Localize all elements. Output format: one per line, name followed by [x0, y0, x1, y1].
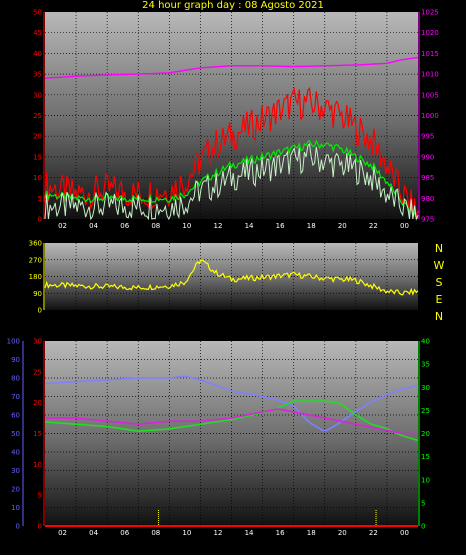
- chart1-right-tick-label: 995: [421, 133, 434, 141]
- chart1-x-tick-label: 06: [120, 222, 129, 230]
- compass-s: S: [435, 276, 443, 289]
- chart1-left-tick-label: 35: [33, 71, 42, 79]
- chart1-x-tick-label: 00: [400, 222, 409, 230]
- temperature-series-line: [44, 400, 419, 442]
- chart1-right-tick-label: 980: [421, 195, 434, 203]
- chart3-right-tick-label: 15: [421, 453, 430, 461]
- chart3-outer-left-tick-label: 90: [11, 356, 20, 364]
- compass-w: W: [433, 259, 445, 272]
- chart3-x-tick-label: 00: [400, 529, 409, 537]
- wind-speed-series-line: [44, 142, 419, 221]
- chart1-right-tick-label: 1010: [421, 71, 439, 79]
- chart2-left-tick-label: 0: [38, 307, 42, 315]
- wind-direction-series-line: [44, 259, 419, 296]
- dewpoint-series-line: [45, 408, 418, 435]
- chart1-left-tick-label: 40: [33, 50, 42, 58]
- chart3-x-tick-label: 18: [307, 529, 316, 537]
- chart1-left-tick-label: 30: [33, 91, 42, 99]
- chart3-inner-left-tick-label: 0: [38, 523, 42, 531]
- chart3-inner-left-tick-label: 25: [33, 368, 42, 376]
- chart1-right-tick-label: 985: [421, 174, 434, 182]
- chart2-left-tick-label: 360: [29, 240, 42, 248]
- chart3-x-tick-label: 16: [276, 529, 285, 537]
- chart1-right-tick-label: 1005: [421, 91, 439, 99]
- chart1-x-tick-label: 20: [338, 222, 347, 230]
- chart1-left-tick-label: 15: [33, 153, 42, 161]
- chart3-inner-left-tick-label: 20: [33, 399, 42, 407]
- chart1-right-tick-label: 1020: [421, 29, 439, 37]
- average-wind-series-line: [44, 139, 419, 219]
- chart1-left-tick-label: 20: [33, 133, 42, 141]
- chart1-right-tick-label: 1000: [421, 112, 439, 120]
- chart3-outer-left-tick-label: 50: [11, 430, 20, 438]
- chart1-right-tick-label: 1025: [421, 9, 439, 17]
- chart3-outer-left-tick-label: 30: [11, 467, 20, 475]
- chart3-x-tick-label: 04: [89, 529, 98, 537]
- chart1-left-tick-label: 0: [38, 216, 42, 224]
- chart1-x-tick-label: 16: [276, 222, 285, 230]
- chart1-left-tick-label: 5: [38, 195, 42, 203]
- chart3-outer-left-tick-label: 100: [7, 338, 20, 346]
- chart3-outer-left-tick-label: 10: [11, 504, 20, 512]
- chart3-x-tick-label: 20: [338, 529, 347, 537]
- chart1-x-tick-label: 08: [151, 222, 160, 230]
- chart1-left-tick-label: 45: [33, 29, 42, 37]
- chart3-inner-left-tick-label: 5: [38, 492, 42, 500]
- chart1-right-tick-label: 1015: [421, 50, 439, 58]
- chart3-x-tick-label: 08: [151, 529, 160, 537]
- gust-series-line: [44, 86, 419, 220]
- chart1-left-tick-label: 10: [33, 174, 42, 182]
- chart2-left-tick-label: 90: [33, 290, 42, 298]
- chart2-left-tick-label: 270: [29, 256, 42, 264]
- humidity-series-line: [44, 375, 419, 432]
- compass-n-bottom: N: [434, 310, 444, 323]
- compass-n-top: N: [434, 242, 444, 255]
- chart3-inner-left-tick-label: 10: [33, 461, 42, 469]
- chart3-outer-left-tick-label: 70: [11, 393, 20, 401]
- chart3-x-tick-label: 02: [58, 529, 67, 537]
- chart1-left-tick-label: 50: [33, 9, 42, 17]
- chart3-right-tick-label: 25: [421, 407, 430, 415]
- chart3-right-tick-label: 20: [421, 430, 430, 438]
- chart2-left-tick-label: 180: [29, 273, 42, 281]
- chart1-x-tick-label: 04: [89, 222, 98, 230]
- chart1-right-tick-label: 990: [421, 153, 434, 161]
- chart3-x-tick-label: 06: [120, 529, 129, 537]
- chart1-x-tick-label: 02: [58, 222, 67, 230]
- chart3-x-tick-label: 10: [182, 529, 191, 537]
- chart3-x-tick-label: 12: [213, 529, 222, 537]
- compass-legend: N W S E N: [432, 240, 446, 325]
- chart1-x-tick-label: 18: [307, 222, 316, 230]
- pressure-series-line: [44, 56, 419, 79]
- chart1-x-tick-label: 22: [369, 222, 378, 230]
- chart3-x-tick-label: 14: [245, 529, 254, 537]
- chart1-right-tick-label: 975: [421, 216, 434, 224]
- chart3-outer-left-tick-label: 60: [11, 412, 20, 420]
- chart3-right-tick-label: 5: [421, 499, 425, 507]
- chart3-outer-left-tick-label: 40: [11, 449, 20, 457]
- chart1-left-tick-label: 25: [33, 112, 42, 120]
- chart3-x-tick-label: 22: [369, 529, 378, 537]
- chart3-right-tick-label: 10: [421, 476, 430, 484]
- chart3-right-tick-label: 40: [421, 338, 430, 346]
- chart1-x-tick-label: 12: [213, 222, 222, 230]
- chart3-right-tick-label: 35: [421, 361, 430, 369]
- chart3-outer-left-tick-label: 20: [11, 486, 20, 494]
- chart3-outer-left-tick-label: 80: [11, 375, 20, 383]
- chart3-inner-left-tick-label: 15: [33, 430, 42, 438]
- chart3-outer-left-tick-label: 0: [16, 523, 20, 531]
- chart1-x-tick-label: 14: [245, 222, 254, 230]
- chart1-x-tick-label: 10: [182, 222, 191, 230]
- chart3-inner-left-tick-label: 30: [33, 338, 42, 346]
- graph-title: 24 hour graph day : 08 Agosto 2021: [142, 0, 324, 11]
- chart3-right-tick-label: 0: [421, 523, 425, 531]
- chart3-right-tick-label: 30: [421, 384, 430, 392]
- compass-e: E: [435, 293, 443, 306]
